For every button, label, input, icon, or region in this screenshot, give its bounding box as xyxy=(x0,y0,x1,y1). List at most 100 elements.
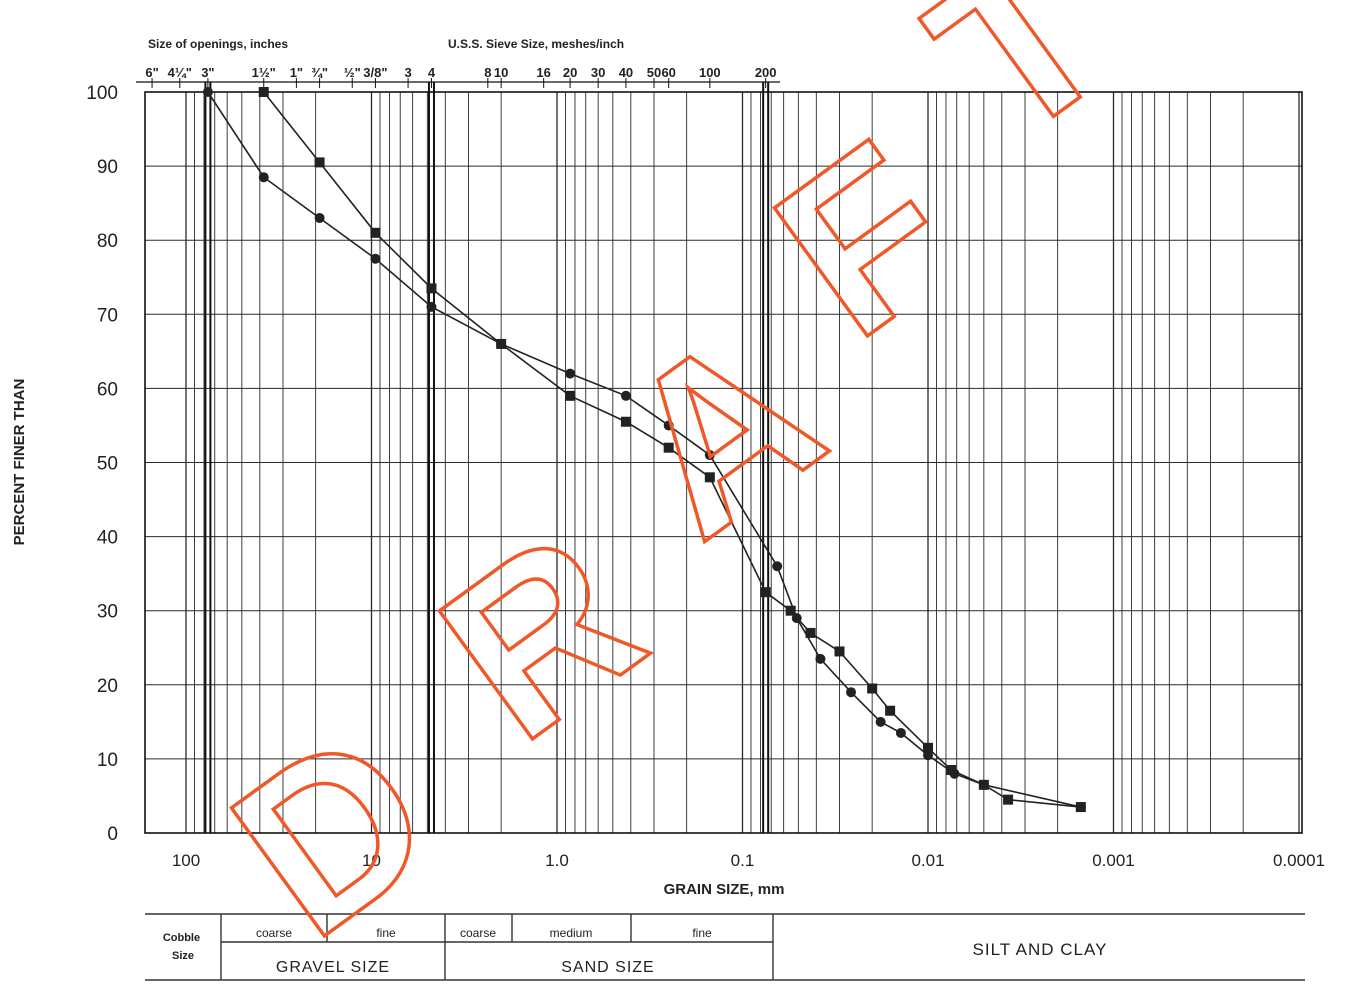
data-series xyxy=(202,87,1086,813)
data-point-square xyxy=(923,742,933,753)
data-point-square xyxy=(704,472,715,483)
plot-frame xyxy=(144,91,1303,834)
top-openings-title: Size of openings, inches xyxy=(148,37,288,51)
data-point-square xyxy=(663,442,674,453)
top-tick-label: ¾" xyxy=(311,65,328,80)
top-tick-label: 20 xyxy=(563,65,577,80)
top-tick-label: 3" xyxy=(201,65,214,80)
top-tick-label: 4 xyxy=(428,65,436,80)
top-tick-label: 100 xyxy=(699,65,721,80)
data-point-circle xyxy=(791,613,802,624)
x-axis-label: GRAIN SIZE, mm xyxy=(664,881,785,898)
watermark-letter-d: D xyxy=(190,679,475,984)
data-point-circle xyxy=(704,450,715,461)
x-tick-label: 10 xyxy=(362,851,381,870)
x-axis: 100 10 1.0 0.1 0.01 0.001 0.0001 xyxy=(172,851,1325,870)
classification-table xyxy=(145,913,1305,981)
top-tick-label: 200 xyxy=(755,65,777,80)
y-tick-label: 40 xyxy=(97,528,118,549)
data-point-square xyxy=(834,646,845,657)
data-point-circle xyxy=(496,338,507,349)
top-tick-label: 16 xyxy=(536,65,550,80)
watermark-letter-a: A xyxy=(578,279,863,585)
x-tick-label: 0.001 xyxy=(1092,851,1135,870)
data-point-square xyxy=(867,683,878,694)
top-tick-label: ½" xyxy=(344,65,361,80)
y-tick-label: 100 xyxy=(86,83,118,104)
top-tick-label: 10 xyxy=(494,65,508,80)
grid xyxy=(145,82,1302,834)
x-tick-label: 1.0 xyxy=(545,851,569,870)
sand-coarse-label: coarse xyxy=(460,926,496,940)
top-tick-label: 1" xyxy=(290,65,303,80)
data-point-circle xyxy=(565,368,576,379)
series-line-2 xyxy=(207,91,1082,808)
gravel-fine-label: fine xyxy=(376,926,396,940)
gravel-coarse-label: coarse xyxy=(256,926,292,940)
x-tick-label: 0.01 xyxy=(911,851,944,870)
top-tick-label: 4¼" xyxy=(168,65,192,80)
data-point-circle xyxy=(895,727,906,738)
data-point-circle xyxy=(314,212,325,223)
y-tick-label: 60 xyxy=(97,379,118,400)
data-point-circle xyxy=(949,768,960,779)
top-tick-label: 30 xyxy=(591,65,605,80)
top-tick-label: 60 xyxy=(661,65,675,80)
data-point-circle xyxy=(258,172,269,183)
y-tick-label: 90 xyxy=(97,157,118,178)
top-tick-label: 8 xyxy=(484,65,491,80)
data-point-circle xyxy=(875,716,886,727)
silt-clay-label: SILT AND CLAY xyxy=(973,940,1108,959)
data-point-circle xyxy=(202,87,213,97)
top-tick-label: 3/8" xyxy=(363,65,387,80)
data-point-square xyxy=(258,87,269,97)
y-tick-label: 10 xyxy=(97,750,118,771)
sand-fine-label: fine xyxy=(692,926,712,940)
data-point-circle xyxy=(923,750,933,761)
data-point-circle xyxy=(620,390,631,401)
y-tick-label: 50 xyxy=(97,454,118,475)
top-tick-label: 40 xyxy=(619,65,633,80)
x-tick-label: 100 xyxy=(172,851,200,870)
plot-border xyxy=(144,91,1303,834)
y-axis-label: PERCENT FINER THAN xyxy=(11,379,28,546)
data-point-square xyxy=(620,416,631,427)
y-tick-label: 30 xyxy=(97,602,118,623)
data-point-square xyxy=(370,227,381,238)
data-point-square xyxy=(314,157,325,168)
x-tick-label: 0.0001 xyxy=(1273,851,1325,870)
y-tick-label: 70 xyxy=(97,305,118,326)
top-sieve-title: U.S.S. Sieve Size, meshes/inch xyxy=(448,37,624,51)
data-point-circle xyxy=(663,420,674,431)
top-tick-label: 6" xyxy=(145,65,158,80)
data-point-square xyxy=(1003,794,1014,805)
data-point-circle xyxy=(1075,802,1086,813)
data-point-circle xyxy=(370,253,381,264)
watermark-letter-f: F xyxy=(733,94,998,385)
watermark-letter-r: R xyxy=(398,482,683,788)
data-point-circle xyxy=(815,653,826,664)
y-tick-label: 80 xyxy=(97,231,118,252)
top-tick-label: 1½" xyxy=(252,65,276,80)
draft-watermark: D R A F T xyxy=(188,0,1154,984)
y-tick-label: 20 xyxy=(97,676,118,697)
data-point-square xyxy=(805,627,816,638)
cobble-size-label: Cobble Size xyxy=(163,932,203,962)
data-point-square xyxy=(426,283,437,294)
sand-size-label: SAND SIZE xyxy=(561,959,654,976)
data-point-square xyxy=(785,605,796,616)
data-point-circle xyxy=(978,779,989,790)
y-axis: 0 10 20 30 40 50 60 70 80 90 100 xyxy=(86,83,118,845)
data-point-circle xyxy=(772,561,783,572)
data-point-square xyxy=(760,587,771,598)
data-point-circle xyxy=(846,687,857,698)
gravel-size-label: GRAVEL SIZE xyxy=(276,959,390,976)
data-point-circle xyxy=(426,301,437,312)
x-tick-label: 0.1 xyxy=(731,851,755,870)
y-tick-label: 0 xyxy=(107,824,118,845)
data-point-square xyxy=(885,705,896,716)
data-point-square xyxy=(565,390,576,401)
top-tick-label: 50 xyxy=(647,65,661,80)
top-tick-label: 3 xyxy=(404,65,411,80)
